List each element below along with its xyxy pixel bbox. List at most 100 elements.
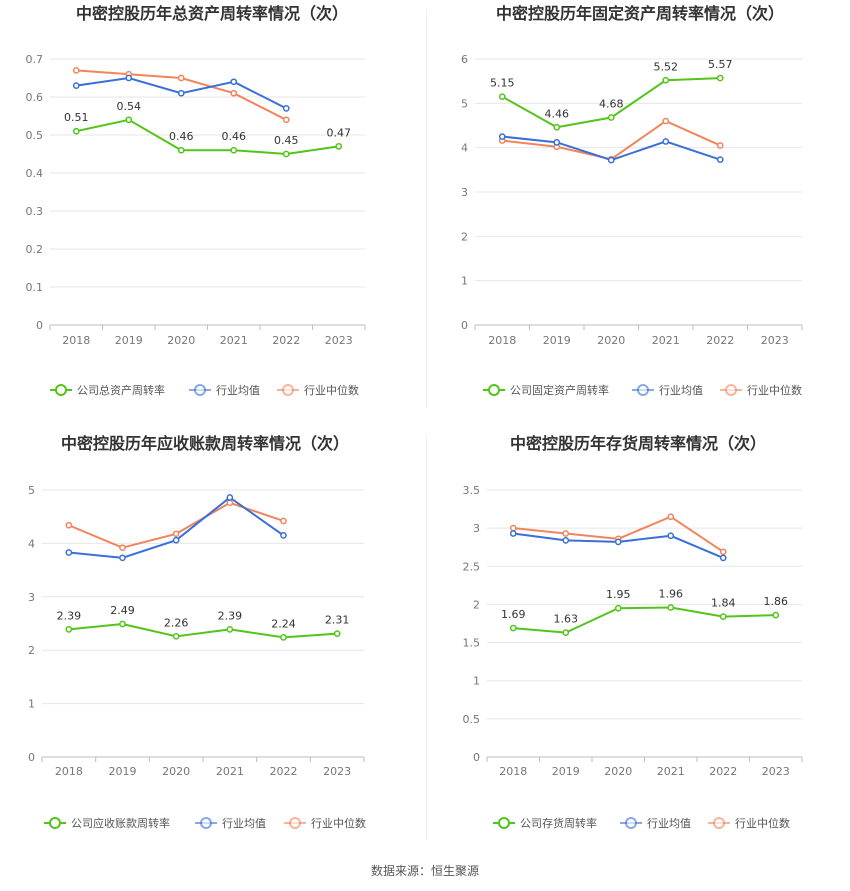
data-point	[667, 604, 675, 611]
chart-panel-fixed-asset-turnover: 中密控股历年固定资产周转率情况（次） 0 1 2 3 4 5 6 2018 2019 2020 202…	[425, 0, 850, 430]
data-label: 2.26	[164, 616, 189, 629]
y-tick-label: 1.5	[463, 637, 481, 650]
data-point	[614, 538, 622, 546]
data-label: 1.86	[764, 595, 789, 608]
data-point	[172, 530, 180, 538]
data-label: 1.69	[501, 608, 526, 621]
x-tick-label: 2019	[109, 765, 137, 778]
legend-item[interactable]: 行业均值	[620, 817, 691, 830]
data-point	[614, 604, 622, 612]
chart-svg: 中密控股历年总资产周转率情况（次） 0 0.1 0.2 0.3 0.4 0.5 0.6 0.7 2…	[26, 4, 366, 397]
y-tick-label: 1	[28, 698, 35, 711]
legend-label: 公司存货周转率	[520, 816, 597, 830]
x-tick-label: 2020	[604, 765, 632, 778]
legend-item[interactable]: 行业均值	[195, 817, 266, 830]
x-tick-label: 2020	[162, 765, 190, 778]
legend-label: 公司总资产周转率	[77, 383, 165, 397]
data-point	[662, 138, 670, 145]
data-point	[230, 89, 238, 97]
y-tick-label: 4	[461, 142, 468, 155]
data-point	[333, 630, 341, 637]
y-tick-label: 0	[28, 751, 35, 764]
chart-panel-receivables-turnover: 中密控股历年应收账款周转率情况（次） 0 1 2 3 4 5 2018 2019 2020 2021…	[0, 430, 425, 860]
y-tick-label: 0	[473, 751, 480, 764]
data-source-note: 数据来源：恒生聚源	[370, 864, 479, 878]
data-label: 0.47	[327, 126, 352, 139]
data-point	[667, 513, 675, 521]
data-point	[498, 133, 506, 140]
legend-marker	[625, 817, 637, 829]
data-point	[607, 114, 615, 121]
x-tick-label: 2023	[325, 334, 353, 347]
y-tick-label: 0	[461, 319, 468, 332]
data-point	[667, 532, 675, 540]
x-tick-label: 2021	[652, 334, 680, 347]
vertical-divider	[426, 435, 427, 840]
legend-marker	[498, 817, 510, 829]
data-point	[553, 123, 561, 131]
chart-title: 中密控股历年总资产周转率情况（次）	[76, 4, 348, 23]
chart-svg: 中密控股历年应收账款周转率情况（次） 0 1 2 3 4 5 2018 2019 2020 2021…	[28, 434, 366, 830]
data-point	[553, 138, 561, 146]
legend-label: 公司固定资产周转率	[510, 383, 609, 397]
data-point	[719, 554, 727, 562]
legend-label: 行业均值	[216, 384, 260, 397]
data-point	[72, 67, 80, 74]
y-tick-label: 6	[461, 53, 468, 66]
legend-label: 行业中位数	[735, 816, 790, 830]
data-point	[662, 76, 670, 84]
data-point	[72, 127, 80, 135]
legend-marker	[713, 817, 725, 829]
data-label: 0.45	[274, 134, 299, 147]
legend-item[interactable]: 行业均值	[632, 384, 703, 397]
series-line	[68, 623, 338, 639]
data-point	[230, 146, 238, 154]
data-point	[125, 116, 133, 124]
series-line	[68, 496, 285, 559]
legend-item[interactable]: 行业中位数	[284, 816, 366, 830]
data-point	[119, 554, 126, 562]
x-tick-label: 2018	[488, 334, 516, 347]
data-point	[509, 624, 517, 632]
legend-marker	[488, 384, 500, 396]
data-point	[282, 105, 290, 112]
data-point	[719, 548, 727, 556]
y-tick-label: 5	[461, 97, 468, 110]
data-point	[772, 611, 780, 619]
data-point	[282, 116, 290, 124]
legend-item[interactable]: 行业中位数	[277, 383, 359, 397]
legend-label: 行业中位数	[304, 383, 359, 397]
data-label: 2.39	[218, 609, 243, 622]
legend-item[interactable]: 公司应收账款周转率	[44, 816, 170, 830]
y-tick-label: 3	[473, 522, 480, 535]
data-point	[509, 530, 517, 537]
data-point	[172, 632, 180, 640]
legend-item[interactable]: 行业中位数	[708, 816, 790, 830]
x-tick-label: 2021	[220, 334, 248, 347]
legend-item[interactable]: 公司存货周转率	[493, 816, 597, 830]
legend-item[interactable]: 公司总资产周转率	[50, 383, 165, 397]
chart-panel-total-asset-turnover: 中密控股历年总资产周转率情况（次） 0 0.1 0.2 0.3 0.4 0.5 0.6 0.7 2…	[0, 0, 425, 430]
y-tick-label: 3.5	[463, 484, 481, 497]
chart-svg: 中密控股历年固定资产周转率情况（次） 0 1 2 3 4 5 6 2018 2019 2020 202…	[461, 4, 803, 397]
y-tick-label: 3	[461, 186, 468, 199]
data-point	[72, 82, 80, 89]
data-label: 0.46	[222, 130, 247, 143]
data-point	[177, 89, 185, 97]
y-tick-label: 4	[28, 537, 35, 550]
data-point	[716, 142, 724, 149]
legend-item[interactable]: 行业均值	[189, 384, 260, 397]
data-point	[230, 78, 238, 86]
legend-item[interactable]: 公司固定资产周转率	[483, 383, 609, 397]
legend-item[interactable]: 行业中位数	[720, 383, 802, 397]
legend-label: 公司应收账款周转率	[71, 816, 170, 830]
data-point	[65, 549, 73, 556]
chart-panel-inventory-turnover: 中密控股历年存货周转率情况（次） 0 0.5 1 1.5 2 2.5 3 3.5 2018 2019…	[425, 430, 850, 860]
x-tick-label: 2023	[323, 765, 351, 778]
y-tick-label: 2	[473, 598, 480, 611]
y-tick-label: 1	[473, 675, 480, 688]
x-tick-label: 2018	[55, 765, 83, 778]
series-line	[513, 515, 724, 553]
data-label: 5.15	[490, 77, 515, 90]
data-point	[226, 626, 234, 633]
